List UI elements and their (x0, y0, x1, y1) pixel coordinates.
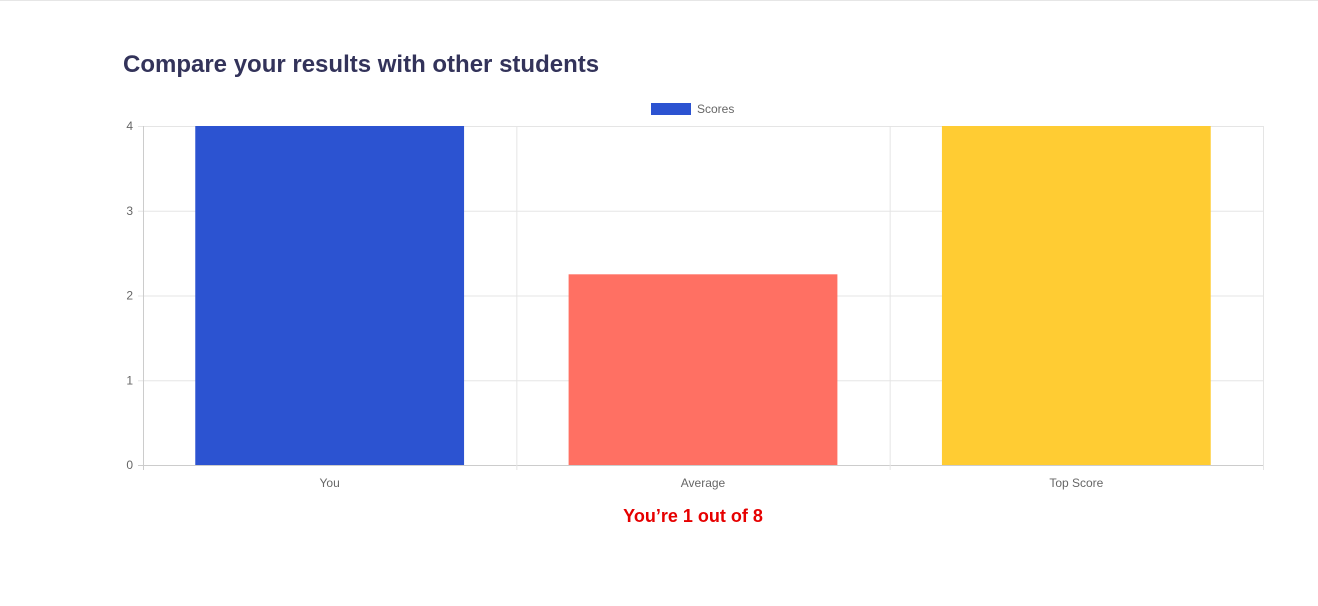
x-tick-label: Average (681, 476, 726, 490)
bar-average[interactable] (568, 274, 838, 465)
x-tick-label: You (320, 476, 340, 490)
page-title: Compare your results with other students (123, 51, 600, 78)
rank-text: You’re 1 out of 8 (623, 506, 763, 526)
y-tick-label: 4 (126, 119, 133, 133)
chart-axes: 0 1 2 3 4 You Average Top Score (126, 119, 1103, 490)
y-tick-label: 2 (126, 289, 133, 303)
bar-you[interactable] (195, 126, 465, 465)
legend-swatch[interactable] (651, 103, 691, 115)
chart-bars (195, 126, 1211, 465)
chart-legend[interactable]: Scores (651, 102, 734, 116)
x-tick-label: Top Score (1049, 476, 1103, 490)
y-tick-label: 0 (126, 458, 133, 472)
y-tick-label: 1 (126, 373, 133, 387)
bar-top-score[interactable] (941, 126, 1211, 465)
y-tick-label: 3 (126, 204, 133, 218)
legend-label[interactable]: Scores (697, 102, 734, 116)
